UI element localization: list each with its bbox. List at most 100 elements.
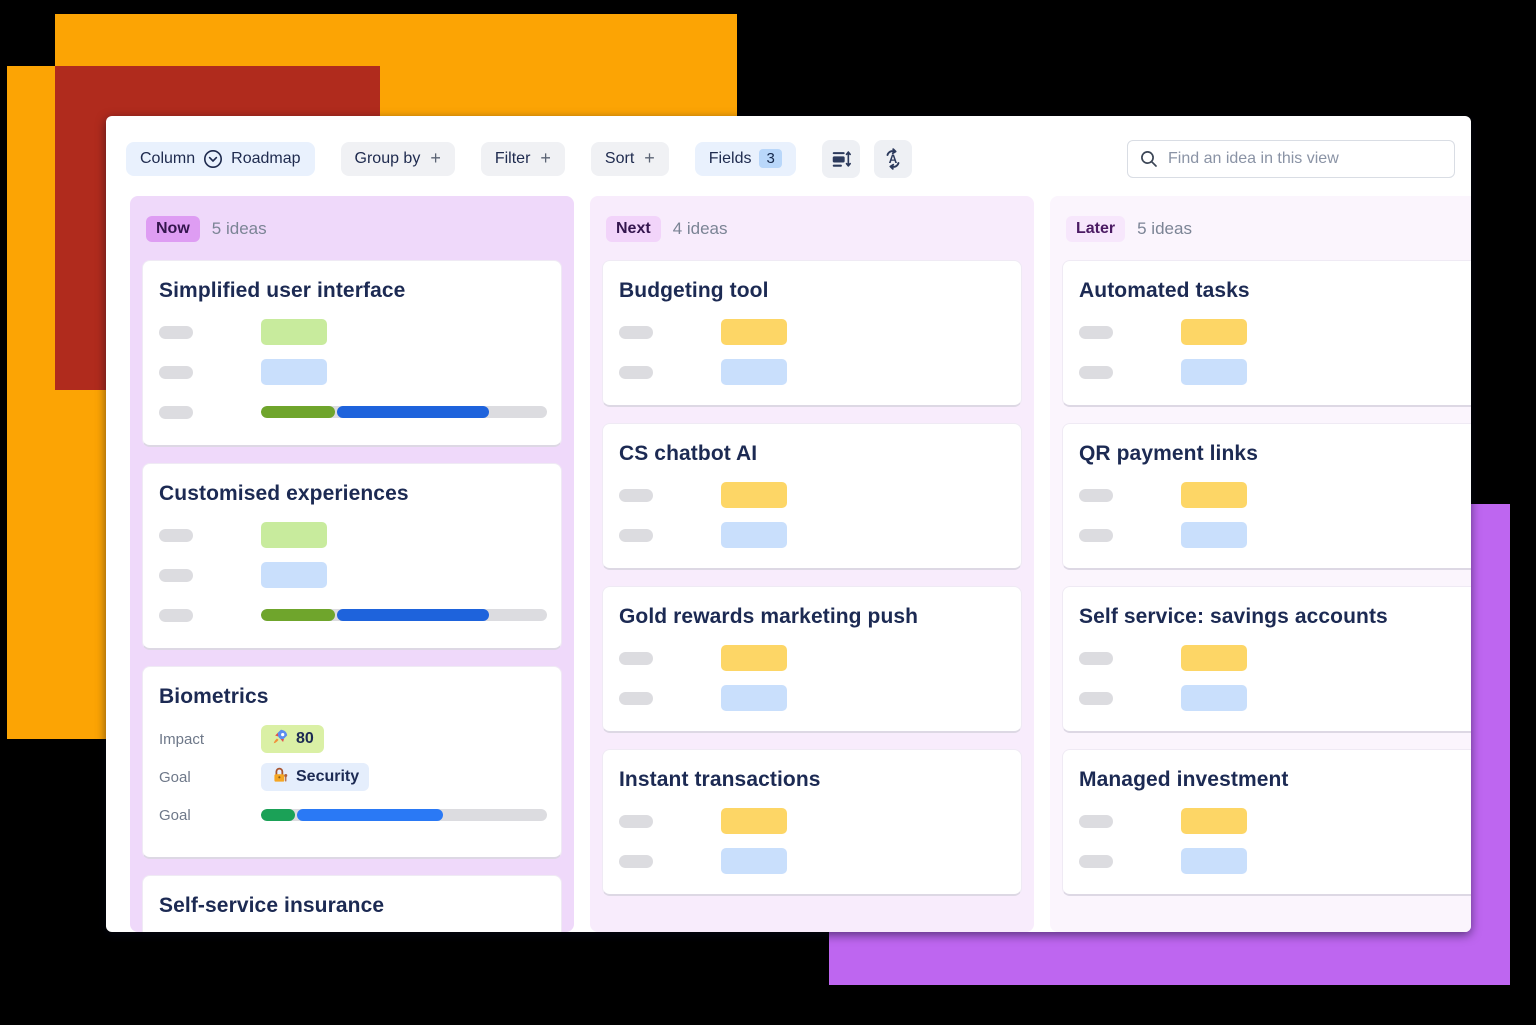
field-value-placeholder (1181, 645, 1247, 671)
field-row (619, 848, 1005, 874)
field-label-placeholder (1079, 651, 1113, 665)
auto-sort-button[interactable]: A (873, 139, 912, 178)
goal-value: Security (296, 768, 360, 785)
app-window: Column Roadmap Group by + Filter + Sort … (106, 116, 1471, 932)
field-value-placeholder (721, 848, 787, 874)
filter-button[interactable]: Filter + (480, 141, 565, 176)
field-label-placeholder (159, 405, 193, 419)
field-value-placeholder (721, 522, 787, 548)
field-row: Impact 80 (159, 725, 545, 753)
column-count: 5 ideas (211, 219, 267, 238)
field-value-placeholder (721, 482, 787, 508)
fields-button[interactable]: Fields 3 (694, 141, 796, 176)
idea-card[interactable]: Self-service insurance (142, 875, 562, 932)
field-label-placeholder (1079, 365, 1113, 379)
field-label-placeholder (619, 365, 653, 379)
field-label: Goal (159, 806, 191, 824)
row-height-button[interactable] (821, 139, 860, 178)
field-value-placeholder (721, 359, 787, 385)
sort-button[interactable]: Sort + (590, 141, 669, 176)
field-row (159, 399, 547, 425)
field-row: Goal (159, 801, 547, 829)
field-label-placeholder (619, 325, 653, 339)
plus-icon: + (644, 148, 655, 168)
toolbar: Column Roadmap Group by + Filter + Sort … (106, 116, 1471, 178)
column-later: Later 5 ideas Automated tasks QR payment… (1050, 196, 1471, 932)
svg-text:A: A (888, 152, 897, 166)
field-row (1079, 319, 1465, 345)
roadmap-board: Now 5 ideas Simplified user interface (106, 178, 1471, 932)
idea-title: Self service: savings accounts (1079, 605, 1388, 628)
plus-icon: + (540, 148, 551, 168)
idea-card[interactable]: QR payment links (1062, 423, 1471, 570)
field-label-placeholder (1079, 814, 1113, 828)
field-row (159, 522, 545, 548)
chevron-down-circle-icon (203, 149, 223, 169)
progress-segment-blue (337, 406, 489, 418)
field-row (1079, 848, 1465, 874)
field-value-placeholder (721, 645, 787, 671)
column-badge: Later (1066, 216, 1126, 242)
impact-value: 80 (296, 730, 314, 747)
field-label-placeholder (1079, 488, 1113, 502)
idea-card[interactable]: Automated tasks (1062, 260, 1471, 407)
idea-title: Biometrics (159, 685, 269, 708)
search-container (1127, 139, 1455, 178)
idea-card[interactable]: Simplified user interface (142, 260, 562, 447)
field-row (619, 482, 1005, 508)
field-label-placeholder (159, 365, 193, 379)
field-label-placeholder (1079, 691, 1113, 705)
field-label-placeholder (1079, 854, 1113, 868)
field-value-placeholder (1181, 685, 1247, 711)
group-by-button[interactable]: Group by + (340, 141, 455, 176)
column-header: Next 4 ideas (590, 216, 1034, 260)
column-header: Now 5 ideas (130, 216, 574, 260)
field-row (159, 562, 545, 588)
idea-card[interactable]: Budgeting tool (602, 260, 1022, 407)
field-row (1079, 685, 1465, 711)
field-row (619, 359, 1005, 385)
field-value-placeholder (1181, 848, 1247, 874)
field-row (619, 808, 1005, 834)
progress-segment-blue (297, 809, 444, 821)
field-label-placeholder (159, 528, 193, 542)
field-label-placeholder (619, 528, 653, 542)
idea-title: CS chatbot AI (619, 442, 758, 465)
row-height-icon (830, 148, 852, 170)
column-badge: Now (146, 216, 200, 242)
field-value-placeholder (261, 319, 327, 345)
idea-card[interactable]: Gold rewards marketing push (602, 586, 1022, 733)
search-input[interactable] (1127, 139, 1455, 178)
field-label-placeholder (1079, 528, 1113, 542)
idea-card[interactable]: Managed investment (1062, 749, 1471, 896)
idea-title: QR payment links (1079, 442, 1258, 465)
column-count: 4 ideas (672, 219, 728, 238)
field-label-placeholder (619, 651, 653, 665)
sort-az-icon: A (881, 147, 905, 171)
idea-card[interactable]: Customised experiences (142, 463, 562, 650)
field-value-placeholder (721, 685, 787, 711)
search-icon (1139, 149, 1159, 169)
field-row (159, 602, 547, 628)
idea-title: Gold rewards marketing push (619, 605, 919, 628)
field-label-placeholder (1079, 325, 1113, 339)
idea-card[interactable]: Self service: savings accounts (1062, 586, 1471, 733)
plus-icon: + (430, 148, 441, 168)
idea-card[interactable]: Instant transactions (602, 749, 1022, 896)
progress-bar (261, 809, 547, 821)
progress-bar (261, 609, 547, 621)
field-label-placeholder (619, 488, 653, 502)
field-row (1079, 482, 1465, 508)
field-value-placeholder (261, 562, 327, 588)
idea-card[interactable]: CS chatbot AI (602, 423, 1022, 570)
column-value: Roadmap (231, 149, 301, 167)
field-row (159, 359, 545, 385)
fields-count-badge: 3 (759, 149, 782, 168)
idea-title: Customised experiences (159, 482, 409, 505)
field-label: Goal (159, 768, 191, 786)
idea-card-biometrics[interactable]: Biometrics Impact (142, 666, 562, 859)
field-row (619, 645, 1005, 671)
column-badge: Next (606, 216, 661, 242)
column-selector-button[interactable]: Column Roadmap (126, 141, 315, 176)
field-label-placeholder (619, 691, 653, 705)
